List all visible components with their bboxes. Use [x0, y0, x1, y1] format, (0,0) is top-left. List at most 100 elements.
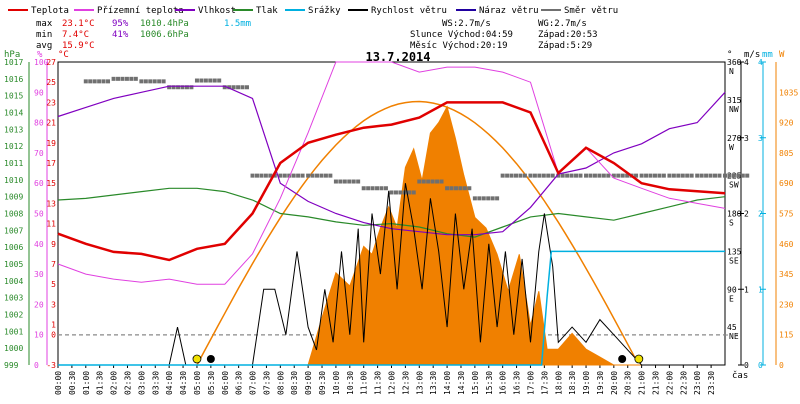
- x-axis-label: čas: [732, 370, 748, 381]
- deg-tick: 180: [727, 210, 742, 219]
- wind-direction-point: [569, 173, 574, 178]
- wind-direction-point: [120, 76, 125, 81]
- degc-tick: 0: [51, 331, 56, 340]
- wind-direction-point: [116, 76, 121, 81]
- hpa-tick: 1011: [4, 159, 23, 168]
- x-tick-label: 02:00: [110, 371, 119, 395]
- degc-tick: 1: [51, 321, 56, 330]
- degc-tick: 19: [46, 139, 56, 148]
- hpa-tick: 1013: [4, 125, 23, 134]
- wind-direction-point: [199, 78, 204, 83]
- wind-direction-point: [667, 173, 672, 178]
- wind-direction-point: [240, 85, 245, 90]
- wind-direction-point: [236, 85, 241, 90]
- wm2-tick: 1035: [779, 88, 798, 97]
- wind-direction-point: [727, 173, 732, 178]
- x-tick-label: 00:00: [54, 371, 63, 395]
- wind-direction-point: [393, 190, 398, 195]
- wind-direction-point: [124, 76, 129, 81]
- x-tick-label: 22:30: [679, 371, 688, 395]
- wind-direction-point: [167, 85, 172, 90]
- wind-direction-point: [449, 186, 454, 191]
- degc-tick: 7: [51, 260, 56, 269]
- wind-direction-point: [532, 173, 537, 178]
- wind-direction-point: [462, 186, 467, 191]
- x-tick-label: 10:00: [332, 371, 341, 395]
- pct-tick: 30: [34, 270, 44, 279]
- hpa-unit: hPa: [4, 50, 20, 60]
- wm2-tick: 230: [779, 300, 794, 309]
- wind-direction-point: [398, 190, 403, 195]
- wind-direction-point: [83, 79, 88, 84]
- legend-label-1: Přízemní teplota: [97, 6, 184, 16]
- wind-direction-point: [541, 173, 546, 178]
- wind-direction-point: [111, 76, 116, 81]
- x-tick-label: 00:30: [68, 371, 77, 395]
- wind-direction-point: [439, 179, 444, 184]
- wind-direction-point: [268, 173, 273, 178]
- wind-ws: WS:2.7m/s: [442, 19, 491, 29]
- wind-direction-point: [421, 179, 426, 184]
- wind-direction-point: [208, 78, 213, 83]
- legend-label-6: Náraz větru: [479, 6, 539, 16]
- wind-direction-point: [333, 179, 338, 184]
- deg-tick: 90: [727, 285, 737, 294]
- x-tick-label: 07:00: [249, 371, 258, 395]
- moon-set: Západ:5:29: [538, 41, 592, 51]
- wind-direction-point: [509, 173, 514, 178]
- wind-direction-point: [97, 79, 102, 84]
- wind-direction-point: [143, 79, 148, 84]
- wind-direction-point: [184, 85, 189, 90]
- legend: Teplota Přízemní teplota Vlhkost Tlak Srážky…: [8, 6, 618, 16]
- pct-tick: 90: [34, 88, 44, 97]
- stat-max-hum: 95%: [112, 19, 129, 29]
- degc-tick: 21: [46, 119, 56, 128]
- wind-direction-point: [500, 173, 505, 178]
- hpa-tick: 1007: [4, 226, 23, 235]
- ms-tick: 0: [744, 361, 749, 370]
- wind-direction-point: [639, 173, 644, 178]
- hpa-tick: 1014: [4, 109, 23, 118]
- legend-label-7: Směr větru: [564, 6, 618, 16]
- wind-direction-point: [708, 173, 713, 178]
- x-tick-label: 07:30: [262, 371, 271, 395]
- x-tick-label: 19:00: [582, 371, 591, 395]
- wind-direction-point: [417, 179, 422, 184]
- deg-tick: 270: [727, 134, 742, 143]
- wind-direction-point: [676, 173, 681, 178]
- wind-direction-point: [203, 78, 208, 83]
- wind-direction-point: [176, 85, 181, 90]
- pct-tick: 40: [34, 240, 44, 249]
- series-prizemni-teplota: [57, 61, 726, 285]
- x-tick-label: 13:30: [429, 371, 438, 395]
- stat-max-label: max: [36, 19, 53, 29]
- x-tick-label: 21:30: [652, 371, 661, 395]
- x-tick-label: 23:00: [693, 371, 702, 395]
- wind-direction-point: [634, 173, 639, 178]
- mm-unit: mm: [762, 50, 773, 60]
- stat-min-label: min: [36, 30, 52, 40]
- deg-tick: 360: [727, 58, 742, 67]
- wind-direction-point: [231, 85, 236, 90]
- deg-dir: E: [729, 294, 734, 303]
- series-teplota: [57, 101, 726, 262]
- wind-direction-point: [291, 173, 296, 178]
- degc-tick: 15: [46, 179, 56, 188]
- sun-set: Západ:20:53: [538, 30, 598, 40]
- x-tick-label: 20:00: [610, 371, 619, 395]
- hpa-tick: 1006: [4, 243, 23, 252]
- wind-direction-point: [546, 173, 551, 178]
- wind-direction-point: [699, 173, 704, 178]
- wm2-tick: 460: [779, 240, 794, 249]
- x-tick-label: 08:30: [290, 371, 299, 395]
- deg-dir: SW: [729, 181, 739, 190]
- stat-max-rain: 1.5mm: [224, 19, 251, 29]
- wind-direction-point: [319, 173, 324, 178]
- x-tick-label: 14:30: [457, 371, 466, 395]
- x-tick-label: 18:30: [568, 371, 577, 395]
- wind-direction-point: [704, 173, 709, 178]
- mm-tick: 1: [758, 285, 763, 294]
- x-tick-label: 01:30: [96, 371, 105, 395]
- sun-rise: Slunce Východ:04:59: [410, 30, 513, 40]
